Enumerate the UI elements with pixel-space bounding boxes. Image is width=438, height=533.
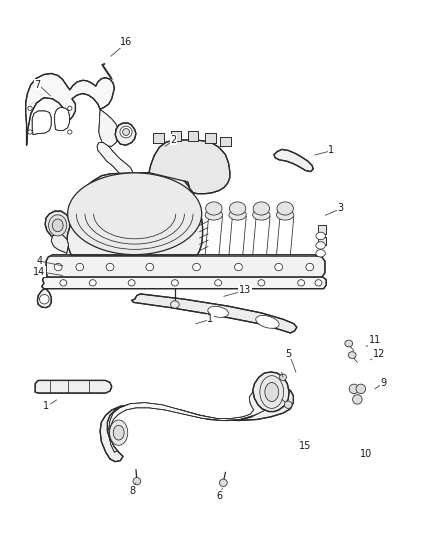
Text: 2: 2 [170, 135, 177, 145]
Ellipse shape [120, 126, 132, 138]
Text: 4: 4 [36, 256, 42, 266]
Polygon shape [109, 389, 274, 452]
Polygon shape [100, 385, 293, 462]
Text: 9: 9 [380, 377, 386, 387]
Ellipse shape [315, 280, 322, 286]
Text: 3: 3 [337, 204, 343, 214]
Polygon shape [99, 109, 119, 146]
Ellipse shape [128, 280, 135, 286]
Ellipse shape [113, 425, 124, 440]
Polygon shape [170, 132, 181, 141]
Polygon shape [97, 142, 133, 178]
Ellipse shape [219, 479, 227, 487]
Ellipse shape [123, 128, 130, 135]
Text: 1: 1 [328, 146, 335, 156]
Ellipse shape [306, 263, 314, 271]
Text: 1: 1 [43, 401, 49, 411]
Polygon shape [32, 111, 51, 135]
Ellipse shape [171, 280, 178, 286]
Ellipse shape [67, 106, 72, 110]
Text: 16: 16 [120, 37, 132, 47]
Ellipse shape [54, 263, 62, 271]
Polygon shape [37, 289, 51, 308]
Ellipse shape [89, 280, 96, 286]
Text: 6: 6 [216, 491, 222, 501]
Polygon shape [153, 133, 164, 142]
Text: 8: 8 [130, 486, 136, 496]
Ellipse shape [235, 263, 242, 271]
Polygon shape [318, 225, 326, 234]
Ellipse shape [146, 263, 154, 271]
Ellipse shape [39, 294, 49, 304]
Ellipse shape [67, 173, 202, 255]
Text: 12: 12 [373, 349, 385, 359]
Ellipse shape [60, 280, 67, 286]
Ellipse shape [277, 202, 293, 215]
Polygon shape [149, 140, 230, 193]
Ellipse shape [265, 383, 279, 401]
Ellipse shape [253, 202, 270, 215]
Ellipse shape [110, 420, 128, 445]
Polygon shape [51, 234, 68, 253]
Ellipse shape [348, 352, 356, 359]
Text: 11: 11 [368, 335, 381, 345]
Text: 15: 15 [299, 441, 312, 451]
Ellipse shape [208, 306, 229, 317]
Ellipse shape [356, 384, 366, 393]
Ellipse shape [260, 376, 284, 408]
Polygon shape [318, 237, 326, 245]
Polygon shape [188, 132, 198, 141]
Ellipse shape [349, 384, 359, 393]
Polygon shape [253, 372, 289, 411]
Text: 5: 5 [285, 349, 291, 359]
Ellipse shape [133, 478, 141, 485]
Polygon shape [42, 277, 326, 289]
Polygon shape [55, 107, 69, 131]
Text: 14: 14 [33, 267, 46, 277]
Text: 10: 10 [360, 449, 372, 459]
Ellipse shape [276, 209, 294, 220]
Ellipse shape [275, 263, 283, 271]
Ellipse shape [106, 263, 114, 271]
Ellipse shape [67, 130, 72, 134]
Ellipse shape [256, 316, 279, 328]
Ellipse shape [316, 232, 325, 240]
Ellipse shape [279, 374, 286, 381]
Polygon shape [35, 381, 112, 393]
Polygon shape [45, 211, 70, 243]
Polygon shape [26, 74, 114, 145]
Ellipse shape [193, 263, 201, 271]
Polygon shape [205, 133, 215, 142]
Ellipse shape [253, 209, 270, 220]
Ellipse shape [316, 249, 325, 257]
Ellipse shape [28, 130, 32, 134]
Ellipse shape [76, 263, 84, 271]
Ellipse shape [345, 340, 353, 347]
Polygon shape [274, 149, 313, 172]
Ellipse shape [230, 202, 246, 215]
Ellipse shape [170, 301, 179, 308]
Ellipse shape [229, 209, 246, 220]
Polygon shape [67, 173, 202, 255]
Text: 13: 13 [239, 285, 251, 295]
Ellipse shape [49, 215, 67, 236]
Ellipse shape [258, 280, 265, 286]
Ellipse shape [215, 280, 222, 286]
Ellipse shape [205, 209, 223, 220]
Polygon shape [115, 123, 136, 145]
Ellipse shape [28, 106, 32, 110]
Text: 7: 7 [34, 79, 40, 90]
Ellipse shape [284, 401, 292, 408]
Ellipse shape [205, 202, 222, 215]
Polygon shape [46, 255, 325, 279]
Text: 1: 1 [207, 314, 213, 324]
Ellipse shape [52, 219, 63, 232]
Polygon shape [220, 137, 231, 146]
Ellipse shape [316, 241, 325, 249]
Ellipse shape [298, 280, 304, 286]
Polygon shape [132, 294, 297, 333]
Ellipse shape [353, 394, 362, 404]
